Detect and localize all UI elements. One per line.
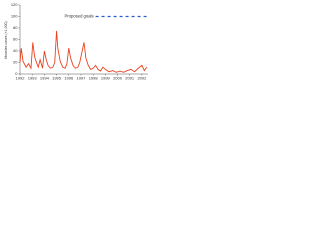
y-tick-label: 60 [13,37,18,42]
y-tick-label: 20 [13,60,18,65]
x-tick-label: 1996 [64,76,74,81]
x-tick-label: 2002 [137,76,147,81]
x-tick-label: 1997 [76,76,86,81]
x-tick-label: 1998 [89,76,99,81]
x-tick-label: 2001 [125,76,135,81]
x-tick-label: 1992 [16,76,26,81]
y-tick-label: 80 [13,25,18,30]
legend-label: Proposed goals [64,14,93,19]
x-tick-label: 1995 [52,76,62,81]
y-tick-label: 0 [15,71,18,76]
y-tick-label: 40 [13,48,18,53]
y-axis-label: Measles cases (×1,000) [4,21,8,58]
x-tick-label: 2000 [113,76,123,81]
y-tick-label: 100 [11,14,18,19]
line-0 [19,30,148,73]
y-tick-label: 120 [11,2,18,7]
chart: Measles cases (×1,000) 0 20 40 60 80 100 120 19… [4,2,148,81]
x-tick-label: 1993 [28,76,38,81]
x-tick-label: 1994 [40,76,50,81]
x-tick-label: 1999 [101,76,111,81]
